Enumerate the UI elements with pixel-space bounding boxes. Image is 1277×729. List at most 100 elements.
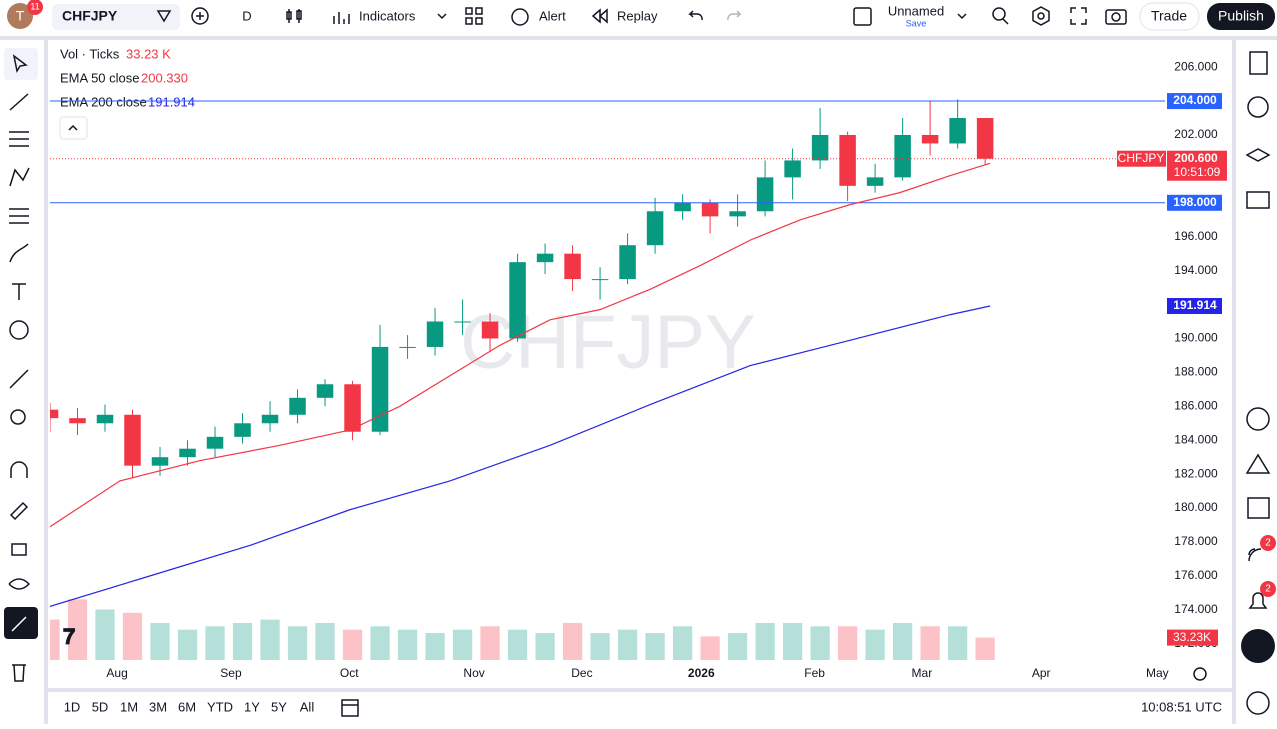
date-range-button[interactable]: [341, 699, 359, 717]
range-button[interactable]: 5Y: [271, 699, 287, 714]
compare-button[interactable]: [191, 7, 209, 25]
legend-ema200: EMA 200 close: [60, 94, 147, 109]
volume-bar: [232, 622, 253, 660]
pattern-tool[interactable]: [9, 167, 30, 187]
undo-button[interactable]: [688, 10, 703, 21]
target-button[interactable]: [1246, 407, 1270, 431]
cursor-tool[interactable]: [12, 54, 28, 74]
volume-bar: [370, 626, 390, 660]
replay-button[interactable]: Replay: [617, 8, 658, 23]
volume-bar: [205, 626, 225, 660]
volume-bar: [287, 626, 308, 660]
layouts-button[interactable]: [465, 7, 473, 15]
publish-button[interactable]: [1207, 3, 1275, 30]
candle-body: [564, 253, 581, 280]
legend-ema200-value: 191.914: [148, 94, 195, 109]
ruler-tool[interactable]: [9, 369, 29, 389]
quick-search[interactable]: [992, 7, 1006, 21]
alert-button[interactable]: Alert: [539, 8, 566, 23]
ideas-button[interactable]: [1245, 453, 1271, 474]
candle-icon: [296, 10, 302, 20]
emoji-tool[interactable]: [9, 320, 29, 340]
replay-icon: [591, 8, 608, 24]
candle-body: [921, 134, 939, 144]
fullscreen-button[interactable]: [1070, 7, 1087, 25]
candle-body: [179, 448, 196, 458]
trash-tool[interactable]: [12, 664, 26, 682]
range-button[interactable]: 1M: [120, 699, 138, 714]
redo-button[interactable]: [727, 10, 742, 21]
publish-label: Publish: [1218, 8, 1264, 24]
range-button[interactable]: 1D: [64, 699, 81, 714]
y-tick-label: 176.000: [1174, 568, 1218, 582]
fib-tool[interactable]: [9, 131, 29, 147]
lock-tool[interactable]: [11, 543, 27, 556]
text-tool[interactable]: [12, 283, 26, 300]
price-label: 198.000: [1173, 195, 1217, 209]
candle-body: [124, 414, 141, 466]
collapse-legend[interactable]: [59, 116, 88, 140]
candle-body: [399, 346, 416, 348]
candle-body: [96, 414, 114, 424]
volume-bar: [342, 629, 363, 660]
trend-line-tool[interactable]: [9, 93, 29, 111]
volume-bar: [535, 633, 555, 660]
candle-body: [784, 160, 801, 178]
range-button[interactable]: 6M: [178, 699, 196, 714]
notifications-button[interactable]: [1248, 592, 1268, 609]
chat-button[interactable]: [1246, 191, 1270, 209]
range-button[interactable]: 1Y: [244, 699, 260, 714]
candle-body: [234, 423, 251, 437]
dropdown[interactable]: [437, 13, 447, 20]
range-button[interactable]: 5D: [92, 699, 109, 714]
layers-button[interactable]: [1245, 148, 1271, 162]
zoom-tool[interactable]: [10, 409, 26, 425]
volume-bar: [865, 629, 885, 660]
y-tick-label: 206.000: [1174, 59, 1218, 73]
x-tick-label: Apr: [1032, 666, 1051, 680]
range-button[interactable]: 3M: [149, 699, 167, 714]
range-button[interactable]: YTD: [207, 699, 233, 714]
candle-body: [289, 397, 306, 415]
alerts-clock-button[interactable]: [1247, 96, 1269, 118]
snapshot-button[interactable]: [1105, 9, 1127, 25]
symbol-search[interactable]: [52, 4, 180, 30]
y-tick-label: 188.000: [1174, 365, 1218, 379]
candle-body: [866, 177, 884, 186]
interval[interactable]: D: [242, 8, 251, 23]
candle-body: [481, 321, 499, 339]
ema-label: 191.914: [1173, 298, 1217, 312]
y-tick-label: 196.000: [1174, 229, 1218, 243]
link-icon: [11, 616, 27, 632]
volume-bar: [810, 626, 830, 660]
x-tick-label: Sep: [220, 666, 242, 680]
range-button[interactable]: All: [300, 699, 315, 714]
trade-button[interactable]: [1139, 2, 1200, 31]
settings-button[interactable]: [1032, 6, 1050, 26]
help-button[interactable]: [1246, 691, 1270, 715]
price-label: 204.000: [1173, 93, 1217, 107]
gear-center: [1037, 12, 1045, 20]
apps-button[interactable]: [1241, 629, 1275, 663]
dropdown[interactable]: [957, 13, 967, 20]
avatar[interactable]: [7, 3, 33, 29]
volume-bar: [727, 633, 748, 660]
visibility-tool[interactable]: [8, 578, 31, 590]
volume-bar: [892, 622, 913, 660]
checkbox[interactable]: [853, 7, 872, 26]
candle-body: [619, 245, 636, 280]
volume-bar: [755, 622, 775, 660]
projection-tool[interactable]: [9, 208, 29, 224]
axis-settings[interactable]: [1193, 667, 1207, 681]
indicators-button[interactable]: Indicators: [359, 8, 416, 23]
brush-tool[interactable]: [9, 243, 29, 263]
lock-drawing-tool[interactable]: [9, 501, 29, 521]
right-sidebar: [1236, 40, 1277, 724]
volume-label-box: [1167, 629, 1218, 646]
magnet-tool[interactable]: [10, 461, 28, 478]
watchlist-button[interactable]: [1249, 51, 1268, 75]
calendar-button[interactable]: [1247, 497, 1270, 519]
layout-name[interactable]: Unnamed: [888, 3, 944, 18]
stream-button[interactable]: [1248, 548, 1262, 562]
